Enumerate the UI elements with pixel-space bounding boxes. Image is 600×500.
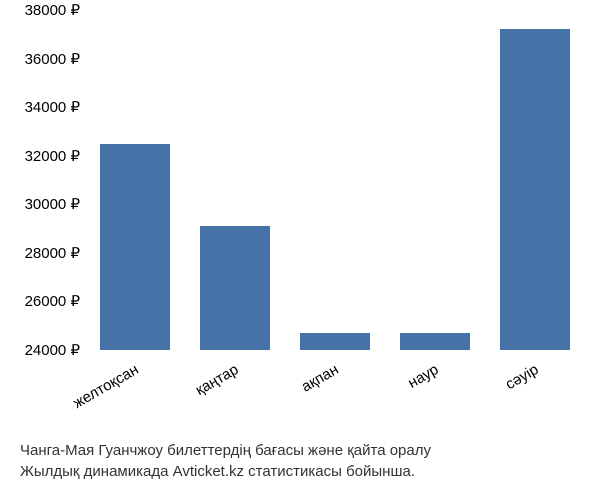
chart-caption: Чанга-Мая Гуанчжоу билеттердің бағасы жә…: [20, 440, 580, 482]
y-tick-label: 28000 ₽: [25, 244, 80, 262]
bar: [200, 226, 270, 350]
caption-line-1: Чанга-Мая Гуанчжоу билеттердің бағасы жә…: [20, 440, 580, 461]
y-tick-label: 24000 ₽: [25, 341, 80, 359]
y-tick-label: 34000 ₽: [25, 98, 80, 116]
x-axis-labels: желтоқсанқаңтарақпаннаурсәуір: [85, 355, 585, 415]
plot-area: [85, 10, 585, 350]
bar: [100, 144, 170, 350]
y-tick-label: 38000 ₽: [25, 1, 80, 19]
bar: [300, 333, 370, 350]
y-tick-label: 30000 ₽: [25, 195, 80, 213]
caption-line-2: Жылдық динамикада Avticket.kz статистика…: [20, 461, 580, 482]
y-tick-label: 26000 ₽: [25, 292, 80, 310]
y-tick-label: 32000 ₽: [25, 147, 80, 165]
bar: [400, 333, 470, 350]
y-axis: 24000 ₽26000 ₽28000 ₽30000 ₽32000 ₽34000…: [0, 10, 85, 350]
y-tick-label: 36000 ₽: [25, 50, 80, 68]
bar: [500, 29, 570, 350]
price-chart: 24000 ₽ 26000 ₽ 28000 ₽ 30000 ₽ 32000 ₽ 34000…: [0, 0, 600, 420]
